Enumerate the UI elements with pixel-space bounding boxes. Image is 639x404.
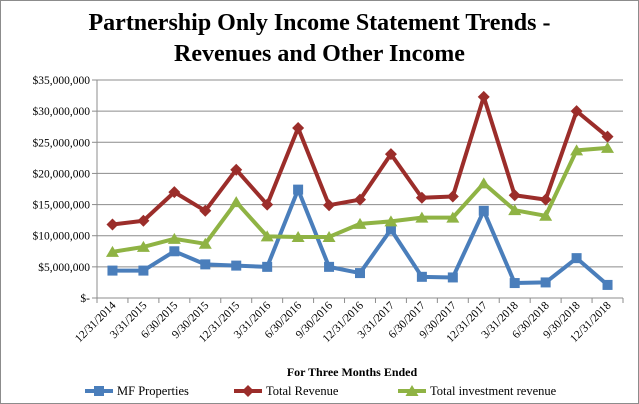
- data-point: [446, 190, 459, 203]
- data-point: [355, 268, 365, 279]
- legend-item: Total Revenue: [234, 384, 339, 398]
- data-point: [539, 209, 553, 221]
- data-point: [230, 163, 243, 176]
- data-point: [602, 279, 613, 290]
- series-mf-properties: [107, 184, 613, 290]
- series-total-revenue: [106, 90, 614, 231]
- data-point: [385, 224, 396, 235]
- data-point: [354, 193, 366, 206]
- data-point: [292, 121, 305, 134]
- data-point: [415, 211, 429, 223]
- data-point: [384, 148, 397, 161]
- data-point: [169, 246, 180, 257]
- data-point: [167, 232, 181, 244]
- data-point: [198, 237, 212, 249]
- data-point: [353, 217, 367, 229]
- series-layer: [105, 90, 615, 290]
- data-point: [229, 196, 243, 208]
- y-tick-label: $25,000,000: [33, 136, 91, 149]
- data-point: [509, 278, 520, 289]
- data-point: [570, 144, 584, 156]
- data-point: [136, 240, 150, 252]
- data-point: [446, 211, 460, 223]
- chart-title: Partnership Only Income Statement Trends…: [0, 8, 639, 70]
- data-point: [570, 105, 583, 118]
- data-point: [293, 184, 304, 195]
- data-point: [260, 230, 274, 242]
- data-point: [199, 204, 212, 217]
- data-point: [107, 265, 118, 276]
- chart-title-line-1: Partnership Only Income Statement Trends…: [88, 10, 551, 36]
- data-point: [508, 204, 522, 216]
- data-point: [262, 261, 273, 272]
- legend-item: MF Properties: [85, 384, 189, 398]
- legend-marker: [242, 385, 254, 397]
- data-point: [601, 130, 614, 143]
- data-point: [324, 261, 335, 272]
- y-tick-label: $-: [80, 292, 90, 305]
- data-point: [447, 272, 458, 283]
- data-point: [478, 205, 489, 216]
- data-point: [291, 230, 305, 242]
- data-point: [477, 90, 490, 103]
- legend-marker: [405, 385, 419, 396]
- data-point: [416, 271, 427, 282]
- data-point: [323, 199, 336, 212]
- legend-item: Total investment revenue: [398, 384, 557, 398]
- data-point: [231, 260, 242, 271]
- y-tick-label: $20,000,000: [33, 167, 91, 180]
- legend: MF Properties Total Revenue Total investme…: [85, 384, 557, 398]
- legend-label: Total Revenue: [266, 384, 339, 398]
- data-point: [106, 218, 119, 231]
- data-point: [540, 277, 551, 288]
- data-point: [508, 189, 521, 202]
- data-point: [105, 245, 119, 257]
- data-point: [168, 186, 181, 199]
- legend-label: MF Properties: [117, 384, 189, 398]
- legend-label: Total investment revenue: [430, 384, 557, 398]
- data-point: [137, 214, 150, 227]
- chart-title-line-2: Revenues and Other Income: [174, 41, 465, 67]
- data-point: [415, 191, 428, 204]
- data-point: [601, 141, 615, 153]
- data-point: [200, 259, 211, 270]
- y-tick-label: $10,000,000: [33, 230, 91, 243]
- x-tick-label: 12/31/2014: [73, 299, 119, 345]
- y-tick-label: $5,000,000: [38, 261, 90, 274]
- data-point: [571, 253, 582, 264]
- data-point: [477, 177, 491, 189]
- y-tick-label: $35,000,000: [33, 74, 91, 87]
- y-tick-label: $15,000,000: [33, 199, 91, 212]
- series-total-investment-revenue: [105, 141, 615, 257]
- legend-marker: [94, 386, 104, 396]
- data-point: [261, 198, 274, 211]
- data-point: [384, 215, 398, 227]
- x-axis-label: For Three Months Ended: [287, 365, 418, 379]
- data-point: [138, 265, 149, 276]
- data-point: [539, 193, 552, 206]
- data-point: [322, 230, 336, 242]
- y-tick-label: $30,000,000: [33, 105, 91, 118]
